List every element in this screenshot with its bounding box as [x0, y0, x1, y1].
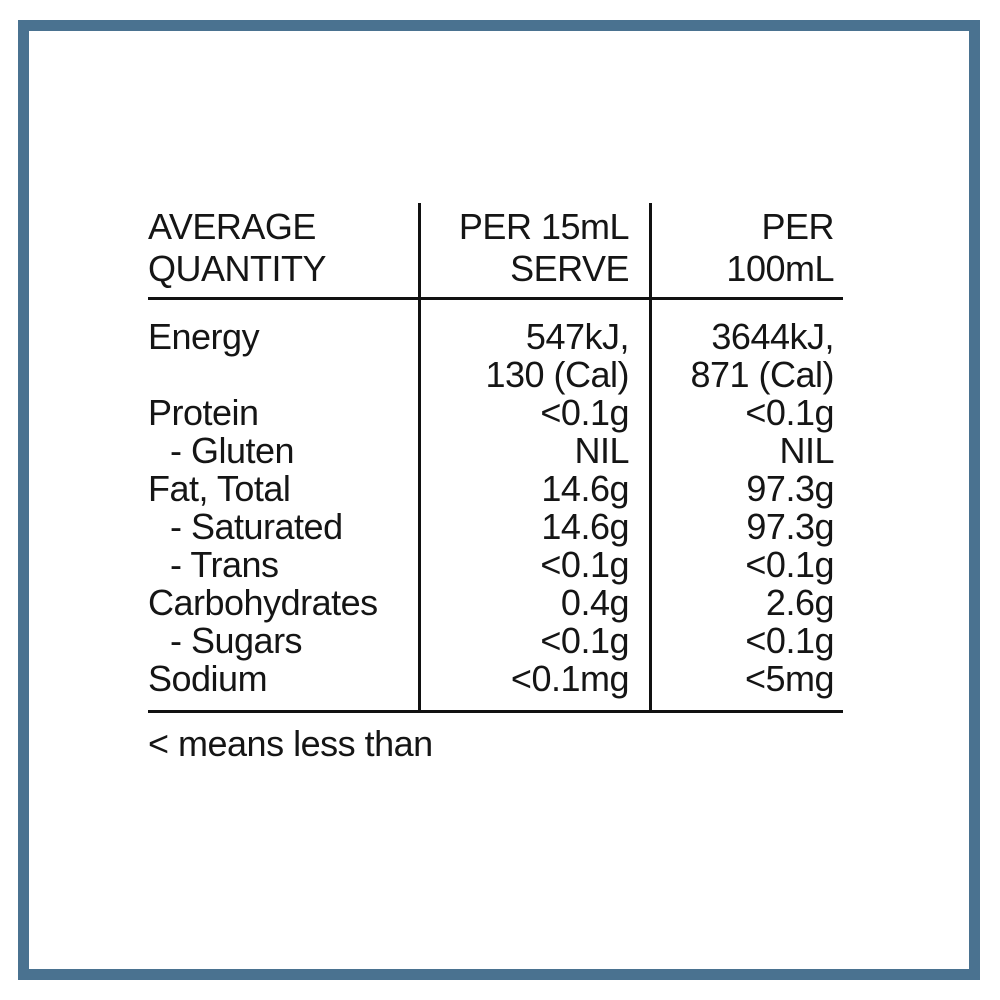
- table-row-energy: Energy 547kJ, 130 (Cal) 3644kJ, 871 (Cal…: [148, 318, 843, 394]
- row-serve-value: 547kJ, 130 (Cal): [485, 316, 629, 395]
- header-per-serve: PER 15mL SERVE: [458, 206, 630, 289]
- row-label: Sodium: [148, 658, 268, 699]
- row-label: Protein: [148, 392, 259, 433]
- table-body: Energy 547kJ, 130 (Cal) 3644kJ, 871 (Cal…: [148, 300, 843, 710]
- row-serve-value: 14.6g: [541, 506, 629, 547]
- row-per100-value: 2.6g: [765, 582, 835, 623]
- row-per100-value: 97.3g: [746, 506, 834, 547]
- table-row-saturated: - Saturated 14.6g 97.3g: [148, 508, 843, 546]
- table-row-sodium: Sodium <0.1mg <5mg: [148, 660, 843, 698]
- column-divider-1: [418, 203, 421, 713]
- outer-border-frame: [18, 20, 980, 980]
- table-row-sugars: - Sugars <0.1g <0.1g: [148, 622, 843, 660]
- row-per100-value: <0.1g: [745, 392, 834, 433]
- row-serve-value: <0.1g: [540, 620, 629, 661]
- row-label: Energy: [148, 316, 260, 357]
- row-label: Fat, Total: [148, 468, 291, 509]
- row-serve-value: NIL: [574, 430, 629, 471]
- column-divider-2: [649, 203, 652, 713]
- header-divider-rule: [148, 297, 843, 300]
- row-per100-value: <0.1g: [745, 544, 834, 585]
- row-serve-value: <0.1g: [540, 392, 629, 433]
- row-label: - Trans: [170, 544, 279, 585]
- table-row-gluten: - Gluten NIL NIL: [148, 432, 843, 470]
- less-than-footnote: < means less than: [148, 723, 433, 764]
- row-label: - Gluten: [170, 430, 295, 471]
- row-serve-value: <0.1g: [540, 544, 629, 585]
- nutrition-table: AVERAGE QUANTITY PER 15mL SERVE PER 100m…: [148, 203, 843, 763]
- row-label: Carbohydrates: [148, 582, 378, 623]
- table-row-protein: Protein <0.1g <0.1g: [148, 394, 843, 432]
- table-row-trans: - Trans <0.1g <0.1g: [148, 546, 843, 584]
- header-per-100ml: PER 100mL: [726, 206, 834, 289]
- table-row-carbohydrates: Carbohydrates 0.4g 2.6g: [148, 584, 843, 622]
- body-bottom-rule: [148, 710, 843, 713]
- table-header-row: AVERAGE QUANTITY PER 15mL SERVE PER 100m…: [148, 203, 843, 297]
- row-serve-value: 0.4g: [560, 582, 630, 623]
- row-per100-value: <5mg: [744, 658, 835, 699]
- row-per100-value: 3644kJ, 871 (Cal): [690, 316, 834, 395]
- row-per100-value: <0.1g: [745, 620, 834, 661]
- row-serve-value: <0.1mg: [510, 658, 630, 699]
- row-per100-value: NIL: [779, 430, 834, 471]
- row-serve-value: 14.6g: [541, 468, 629, 509]
- table-row-fat-total: Fat, Total 14.6g 97.3g: [148, 470, 843, 508]
- row-label: - Sugars: [170, 620, 303, 661]
- row-label: - Saturated: [170, 506, 343, 547]
- row-per100-value: 97.3g: [746, 468, 834, 509]
- header-average-quantity: AVERAGE QUANTITY: [148, 206, 327, 289]
